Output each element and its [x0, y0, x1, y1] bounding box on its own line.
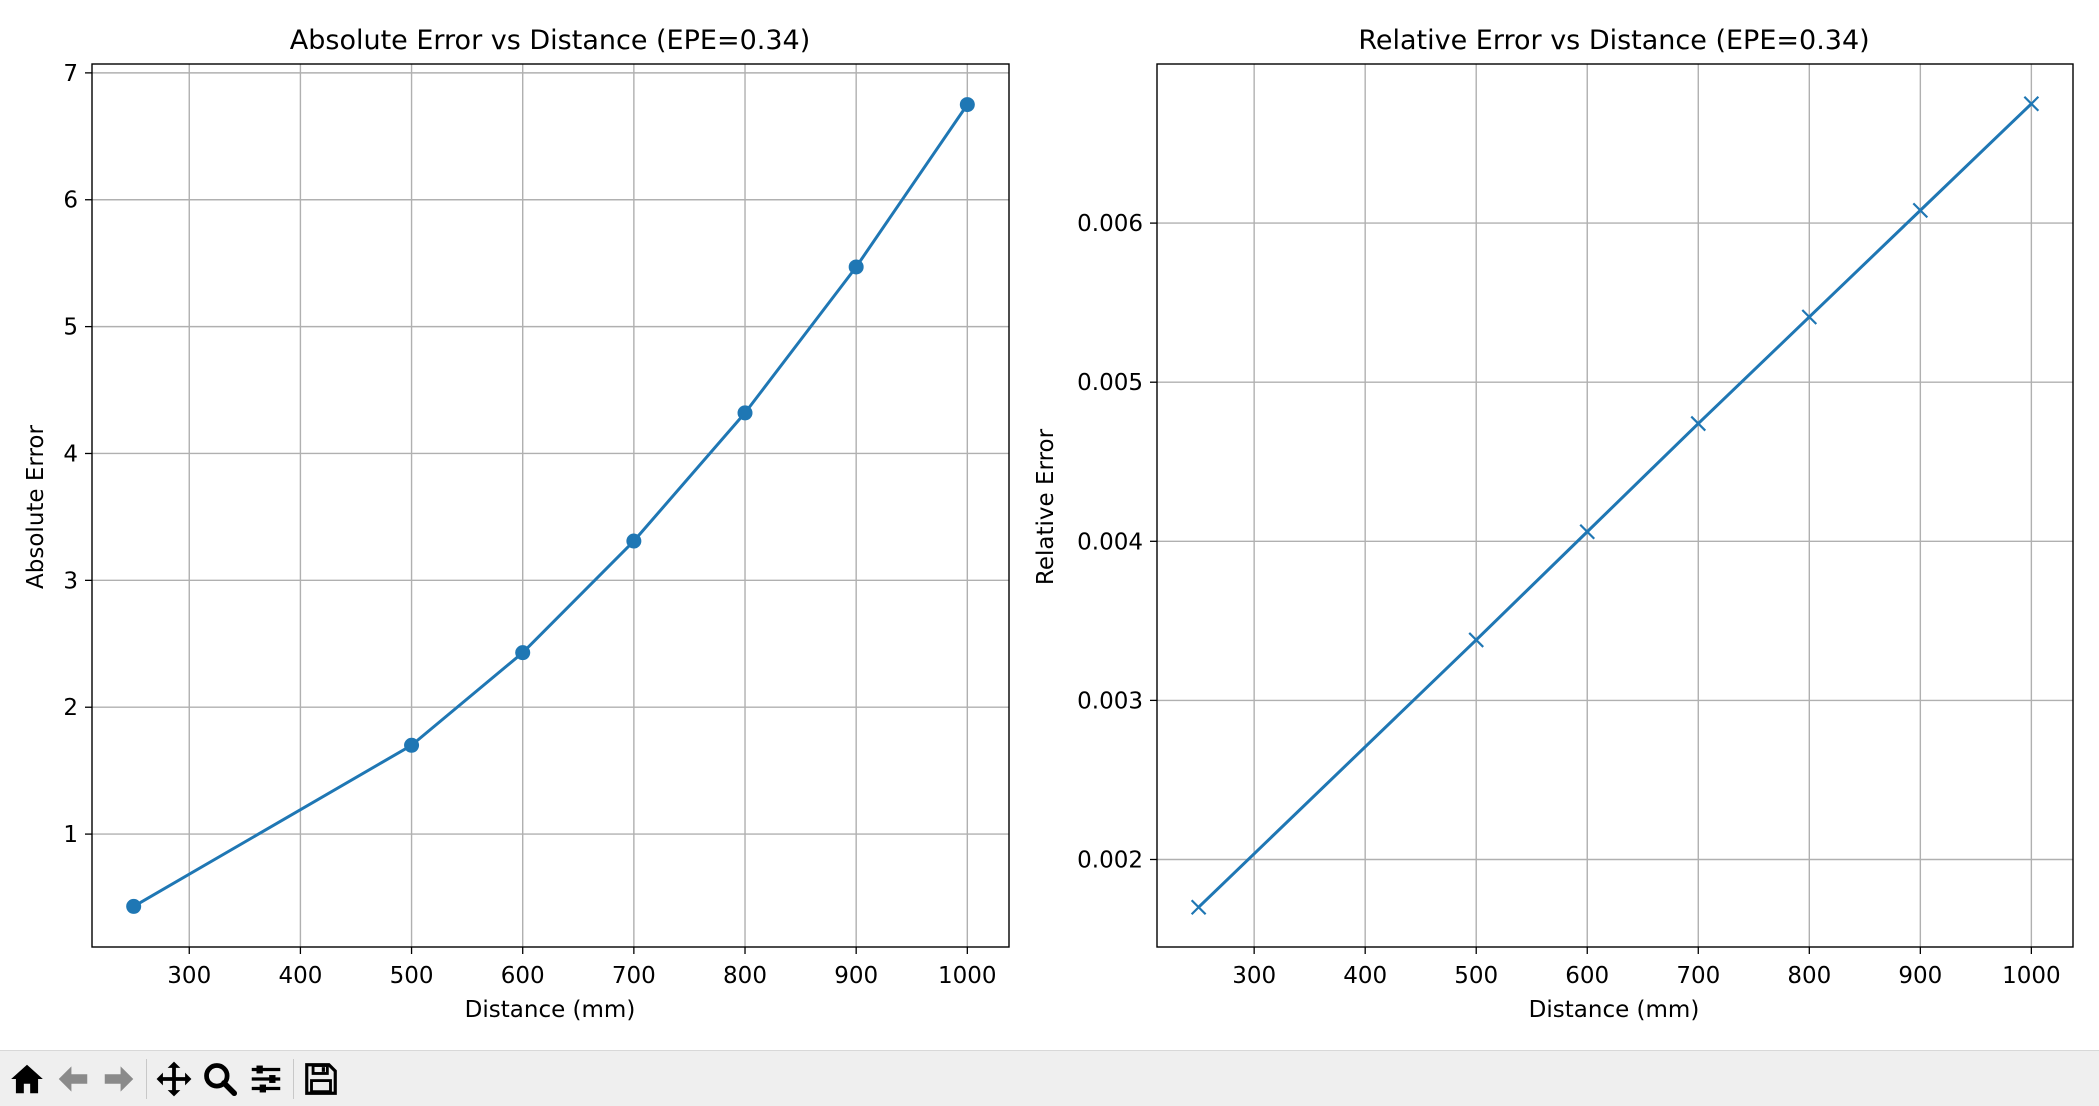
absolute-error-chart: Absolute Error vs Distance (EPE=0.34) Di…	[23, 25, 1010, 1023]
y-axis-label: Relative Error	[1033, 428, 1059, 585]
x-tick-label: 700	[612, 963, 656, 989]
x-tick-label: 300	[167, 963, 211, 989]
data-point	[737, 405, 753, 421]
x-tick-label: 900	[834, 963, 878, 989]
y-tick-label: 2	[63, 695, 78, 721]
home-icon	[11, 1064, 43, 1093]
zoom-button[interactable]	[197, 1056, 243, 1102]
data-point	[404, 737, 420, 753]
data-point	[1690, 415, 1707, 432]
x-tick-label: 600	[501, 963, 545, 989]
series-line	[132, 103, 969, 908]
data-point	[1579, 523, 1596, 540]
configure-subplots-button[interactable]	[243, 1056, 289, 1102]
x-tick-label: 500	[390, 963, 434, 989]
chart-title: Relative Error vs Distance (EPE=0.34)	[1358, 25, 1869, 56]
y-tick-label: 0.006	[1077, 211, 1143, 237]
data-point	[626, 533, 642, 549]
y-axis-label: Absolute Error	[23, 425, 49, 589]
move-icon	[156, 1061, 192, 1096]
navigation-toolbar	[0, 1050, 2099, 1106]
data-point	[1190, 899, 1207, 916]
x-tick-label: 300	[1232, 963, 1276, 989]
data-point	[2023, 95, 2040, 112]
forward-button[interactable]	[96, 1056, 142, 1102]
y-tick-label: 0.004	[1077, 529, 1143, 555]
y-tick-label: 5	[63, 315, 78, 341]
relative-error-chart: Relative Error vs Distance (EPE=0.34) Di…	[1033, 25, 2074, 1023]
x-tick-label: 800	[1787, 963, 1831, 989]
data-point	[1801, 309, 1818, 325]
data-point	[959, 97, 975, 113]
data-point	[126, 898, 142, 914]
y-tick-label: 0.005	[1077, 370, 1143, 396]
toolbar-separator	[146, 1058, 147, 1099]
chart-title: Absolute Error vs Distance (EPE=0.34)	[290, 25, 810, 56]
series-line	[1197, 102, 2033, 909]
x-tick-label: 400	[1343, 963, 1387, 989]
toolbar-separator	[293, 1058, 294, 1099]
x-axis-label: Distance (mm)	[465, 997, 636, 1023]
x-tick-label: 500	[1454, 963, 1498, 989]
y-tick-label: 0.002	[1077, 847, 1143, 873]
data-point	[848, 259, 864, 275]
arrow-left-icon	[58, 1065, 88, 1092]
data-point	[515, 645, 531, 661]
x-tick-label: 800	[723, 963, 767, 989]
y-tick-label: 3	[63, 568, 78, 594]
x-tick-label: 1000	[2002, 963, 2061, 989]
floppy-disk-icon	[305, 1062, 337, 1095]
grid	[1157, 64, 2073, 947]
save-button[interactable]	[298, 1056, 344, 1102]
home-button[interactable]	[4, 1056, 50, 1102]
y-tick-label: 7	[63, 61, 78, 87]
x-tick-label: 900	[1898, 963, 1942, 989]
magnifier-icon	[204, 1062, 238, 1096]
data-point	[1912, 202, 1929, 219]
y-tick-label: 4	[63, 441, 78, 467]
pan-button[interactable]	[151, 1056, 197, 1102]
figure: Absolute Error vs Distance (EPE=0.34) Di…	[23, 25, 2074, 1023]
y-tick-label: 6	[63, 188, 78, 214]
x-tick-label: 1000	[938, 963, 997, 989]
x-tick-label: 400	[278, 963, 322, 989]
axes-frame	[1156, 63, 2074, 948]
sliders-icon	[251, 1065, 281, 1092]
y-tick-label: 1	[63, 822, 78, 848]
x-tick-label: 700	[1676, 963, 1720, 989]
y-tick-label: 0.003	[1077, 688, 1143, 714]
back-button[interactable]	[50, 1056, 96, 1102]
axes-frame	[91, 63, 1010, 948]
x-tick-label: 600	[1565, 963, 1609, 989]
data-point	[1468, 632, 1484, 648]
arrow-right-icon	[104, 1065, 134, 1092]
grid	[92, 64, 1009, 947]
x-axis-label: Distance (mm)	[1529, 997, 1700, 1023]
